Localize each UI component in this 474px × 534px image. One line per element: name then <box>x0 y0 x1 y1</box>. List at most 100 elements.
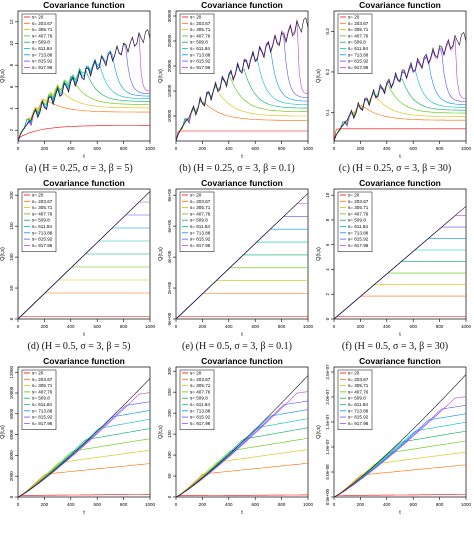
x-axis-label: t <box>399 154 401 160</box>
x-tick-label: 200 <box>357 324 365 329</box>
y-tick-label: 15000 <box>167 84 172 97</box>
chart-svg: Covariance function 0 200 400 600 800 1000 0.0e… <box>316 356 472 516</box>
x-tick-label: 600 <box>409 146 417 151</box>
series-line <box>17 494 150 498</box>
legend-label: s= 917.96 <box>348 65 369 70</box>
legend-label: s= 815.92 <box>348 59 369 64</box>
series-line <box>175 293 308 320</box>
legend-label: s= 203.67 <box>348 377 369 382</box>
chart-svg: Covariance function 0 200 400 600 800 1000 0.1 0… <box>316 0 472 160</box>
legend-box <box>337 13 373 74</box>
legend-label: s= 305.71 <box>32 205 53 210</box>
legend-label: s= 713.88 <box>190 408 211 413</box>
legend-label: s= 203.67 <box>32 377 53 382</box>
legend-label: s= 815.92 <box>32 237 53 242</box>
series-line <box>175 449 309 498</box>
legend-label: s= 713.88 <box>190 52 211 57</box>
series-line <box>17 316 150 320</box>
legend-label: s= 815.92 <box>190 237 211 242</box>
series-line <box>333 494 466 498</box>
y-tick-label: 30000 <box>167 9 172 22</box>
chart-title: Covariance function <box>359 0 441 10</box>
series-line <box>17 253 150 320</box>
legend-label: s= 407.76 <box>348 389 369 394</box>
legend-box <box>179 13 215 74</box>
y-tick-label: 8000 <box>9 408 14 419</box>
series-line <box>175 130 308 142</box>
x-tick-label: 200 <box>357 146 365 151</box>
legend-label: s= 203.67 <box>348 21 369 26</box>
series-line <box>175 391 309 498</box>
legend-label: s= 305.71 <box>348 27 369 32</box>
y-axis-label: Q(t,s) <box>158 247 164 261</box>
legend-label: s= 20 <box>348 371 360 376</box>
x-tick-label: 600 <box>93 324 101 329</box>
series-line <box>17 83 150 142</box>
y-tick-label: 150 <box>167 430 172 438</box>
x-tick-label: 400 <box>67 324 75 329</box>
y-tick-label: 1.0e-07 <box>325 439 330 455</box>
y-tick-label: 0.3 <box>325 28 330 35</box>
chart-title: Covariance function <box>43 0 125 10</box>
legend-label: s= 917.96 <box>32 65 53 70</box>
legend-box <box>179 369 215 430</box>
legend-label: s= 509.8 <box>190 396 208 401</box>
x-tick-label: 800 <box>436 146 444 151</box>
x-tick-label: 800 <box>278 502 286 507</box>
legend-label: s= 815.92 <box>348 415 369 420</box>
series-line <box>333 104 466 142</box>
series-line <box>333 316 466 320</box>
chart-panel: Covariance function 0 200 400 600 800 1000 0 2 4 6… <box>316 178 474 356</box>
y-tick-label: 4 <box>325 268 330 271</box>
y-axis-label: Q(t,s) <box>316 247 322 261</box>
plot-frame <box>175 366 309 498</box>
legend-box <box>21 13 57 74</box>
series-line <box>17 449 151 498</box>
chart-panel: Covariance function 0 200 400 600 800 1000 2 4 6 8… <box>0 0 158 178</box>
chart-title: Covariance function <box>359 356 441 366</box>
panel-caption: (c) (H = 0.25, σ = 3, β = 30) <box>338 163 452 174</box>
x-axis-label: t <box>399 510 401 516</box>
plot-frame <box>333 10 467 142</box>
x-tick-label: 0 <box>175 324 178 329</box>
x-tick-label: 0 <box>175 146 178 151</box>
chart-panel: Covariance function 0 200 400 600 800 1000 0 200… <box>0 356 158 534</box>
x-tick-label: 800 <box>120 324 128 329</box>
series-line <box>175 254 308 320</box>
x-tick-label: 400 <box>67 146 75 151</box>
x-tick-label: 1000 <box>303 146 314 151</box>
legend-label: s= 713.88 <box>190 230 211 235</box>
y-axis-label: Q(t,s) <box>316 69 322 83</box>
series-line <box>17 292 150 320</box>
series-line <box>17 125 150 142</box>
series-line <box>175 17 309 142</box>
y-tick-label: 0.1 <box>325 109 330 116</box>
chart-panel: Covariance function 0 200 400 600 800 1000 0e+0… <box>158 178 316 356</box>
y-tick-label: 0 <box>9 495 14 498</box>
chart-svg: Covariance function 0 200 400 600 800 1000 0 50 1… <box>158 356 314 516</box>
legend-box <box>21 369 57 430</box>
legend-label: s= 713.88 <box>348 52 369 57</box>
x-tick-label: 0 <box>17 146 20 151</box>
x-tick-label: 200 <box>199 324 207 329</box>
legend-label: s= 917.96 <box>190 243 211 248</box>
legend-label: s= 509.8 <box>32 396 50 401</box>
x-tick-label: 200 <box>357 502 365 507</box>
legend-label: s= 203.67 <box>348 199 369 204</box>
legend-label: s= 20 <box>32 15 44 20</box>
x-axis-label: t <box>399 332 401 338</box>
legend-label: s= 611.84 <box>190 402 210 407</box>
x-axis-label: t <box>241 510 243 516</box>
series-line <box>333 396 467 498</box>
x-tick-label: 1000 <box>461 146 472 151</box>
x-tick-label: 600 <box>409 502 417 507</box>
y-tick-label: 6000 <box>9 429 14 440</box>
legend-label: s= 509.8 <box>348 40 366 45</box>
panel-caption: (d) (H = 0.5, σ = 3, β = 5) <box>27 341 131 352</box>
chart-title: Covariance function <box>201 178 283 188</box>
y-axis-label: Q(t,s) <box>0 247 6 261</box>
y-tick-label: 150 <box>9 222 14 230</box>
x-tick-label: 600 <box>93 502 101 507</box>
series-line <box>175 375 309 498</box>
series-line <box>333 261 466 320</box>
